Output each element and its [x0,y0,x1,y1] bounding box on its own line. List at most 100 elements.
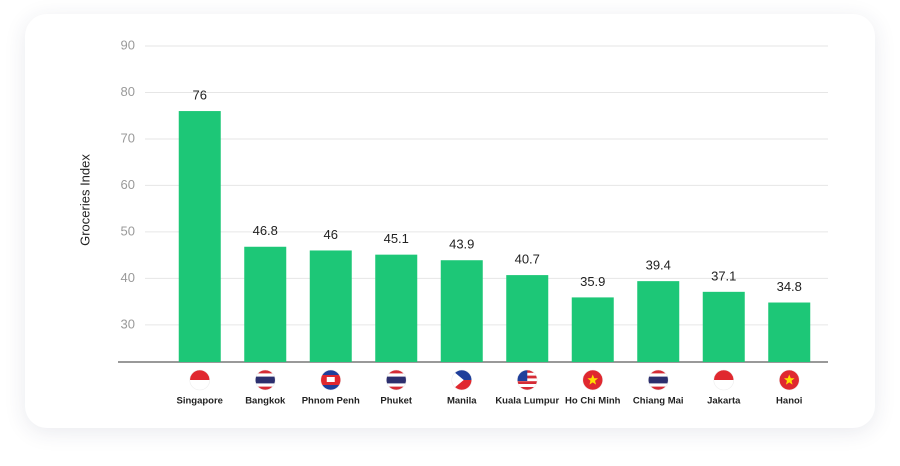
bar [375,254,418,362]
flag-stripe [320,385,341,390]
flag-canton [517,370,528,381]
flag-rim [451,369,473,391]
flag-icon [451,369,473,391]
flag-stripe [189,380,210,390]
flag-star [587,374,599,385]
flag-stripe [255,376,276,384]
bar [571,297,614,362]
flag-star [783,374,795,385]
flag-body [320,370,341,390]
flag-body [386,370,407,390]
flag-icon [778,369,800,391]
flag-rim [778,369,800,391]
flag-body [517,370,538,390]
flag-stripe [386,373,407,377]
flag-icon [516,369,538,391]
data-label: 39.4 [646,258,671,273]
x-tick-label: Hanoi [776,396,802,407]
y-axis-label: Groceries Index [77,154,92,246]
flag-stripe [648,383,669,387]
data-label: 45.1 [384,231,409,246]
y-tick-label: 70 [121,130,135,145]
bar [309,250,352,362]
x-tick-label: Kuala Lumpur [495,396,559,407]
data-label: 40.7 [515,252,540,267]
flag-stripe [386,370,407,374]
flag-rim [320,369,342,391]
flag-body [648,370,669,390]
flag-rim [254,369,276,391]
data-label: 46.8 [253,223,278,238]
flag-stripe [451,380,472,390]
bar [506,275,549,362]
flag-stripe [713,370,734,381]
bar [637,281,680,362]
data-label: 76 [193,87,207,102]
x-tick-label: Singapore [177,396,223,407]
flag-stripe [713,380,734,390]
y-tick-label: 30 [121,316,135,331]
flag-stripe [648,373,669,377]
y-tick-label: 80 [121,84,135,99]
flag-rim [385,369,407,391]
flag-icon [713,369,735,391]
flag-stripe [189,370,210,381]
flag-rim [713,369,735,391]
x-tick-label: Manila [447,396,477,407]
flag-rim [516,369,538,391]
flag-stripe [386,376,407,384]
flag-body [451,370,472,390]
flag-stripe [517,384,538,388]
bar [440,260,483,362]
flag-stripe [517,381,538,385]
x-tick-label: Ho Chi Minh [565,396,621,407]
bar [178,111,221,362]
flag-rim [647,369,669,391]
flag-triangle [451,370,464,390]
flag-icon [254,369,276,391]
flag-icon [189,369,211,391]
y-tick-label: 60 [121,177,135,192]
data-label: 34.8 [777,279,802,294]
flag-icon [320,369,342,391]
flag-body [582,370,603,390]
flag-stripe [386,386,407,390]
flag-stripe [517,387,538,390]
flag-icon [385,369,407,391]
flag-stripe [648,386,669,390]
bar [244,246,287,362]
flag-stripe [648,376,669,384]
flag-stripe [320,370,341,376]
data-label: 46 [324,227,338,242]
flag-rim [582,369,604,391]
flag-stripe [255,386,276,390]
data-label: 37.1 [711,268,736,283]
flag-body [189,370,210,390]
x-tick-label: Jakarta [707,396,741,407]
flag-icon [647,369,669,391]
x-tick-label: Bangkok [245,396,286,407]
flag-body [779,370,800,390]
y-tick-label: 50 [121,223,135,238]
y-tick-label: 90 [121,37,135,52]
flag-stripe [255,373,276,377]
flag-stripe [255,383,276,387]
flag-stripe [648,370,669,374]
y-tick-label: 40 [121,270,135,285]
bar [702,291,745,362]
data-label: 43.9 [449,237,474,252]
flag-temple [326,377,335,382]
flag-rim [189,369,211,391]
flag-body [255,370,276,390]
flag-stripe [451,370,472,381]
flag-body [713,370,734,390]
x-tick-label: Chiang Mai [633,396,684,407]
flag-stripe [255,370,276,374]
flag-stripe [386,383,407,387]
flag-icon [582,369,604,391]
bar [768,302,811,362]
data-label: 35.9 [580,274,605,289]
x-tick-label: Phnom Penh [302,396,360,407]
